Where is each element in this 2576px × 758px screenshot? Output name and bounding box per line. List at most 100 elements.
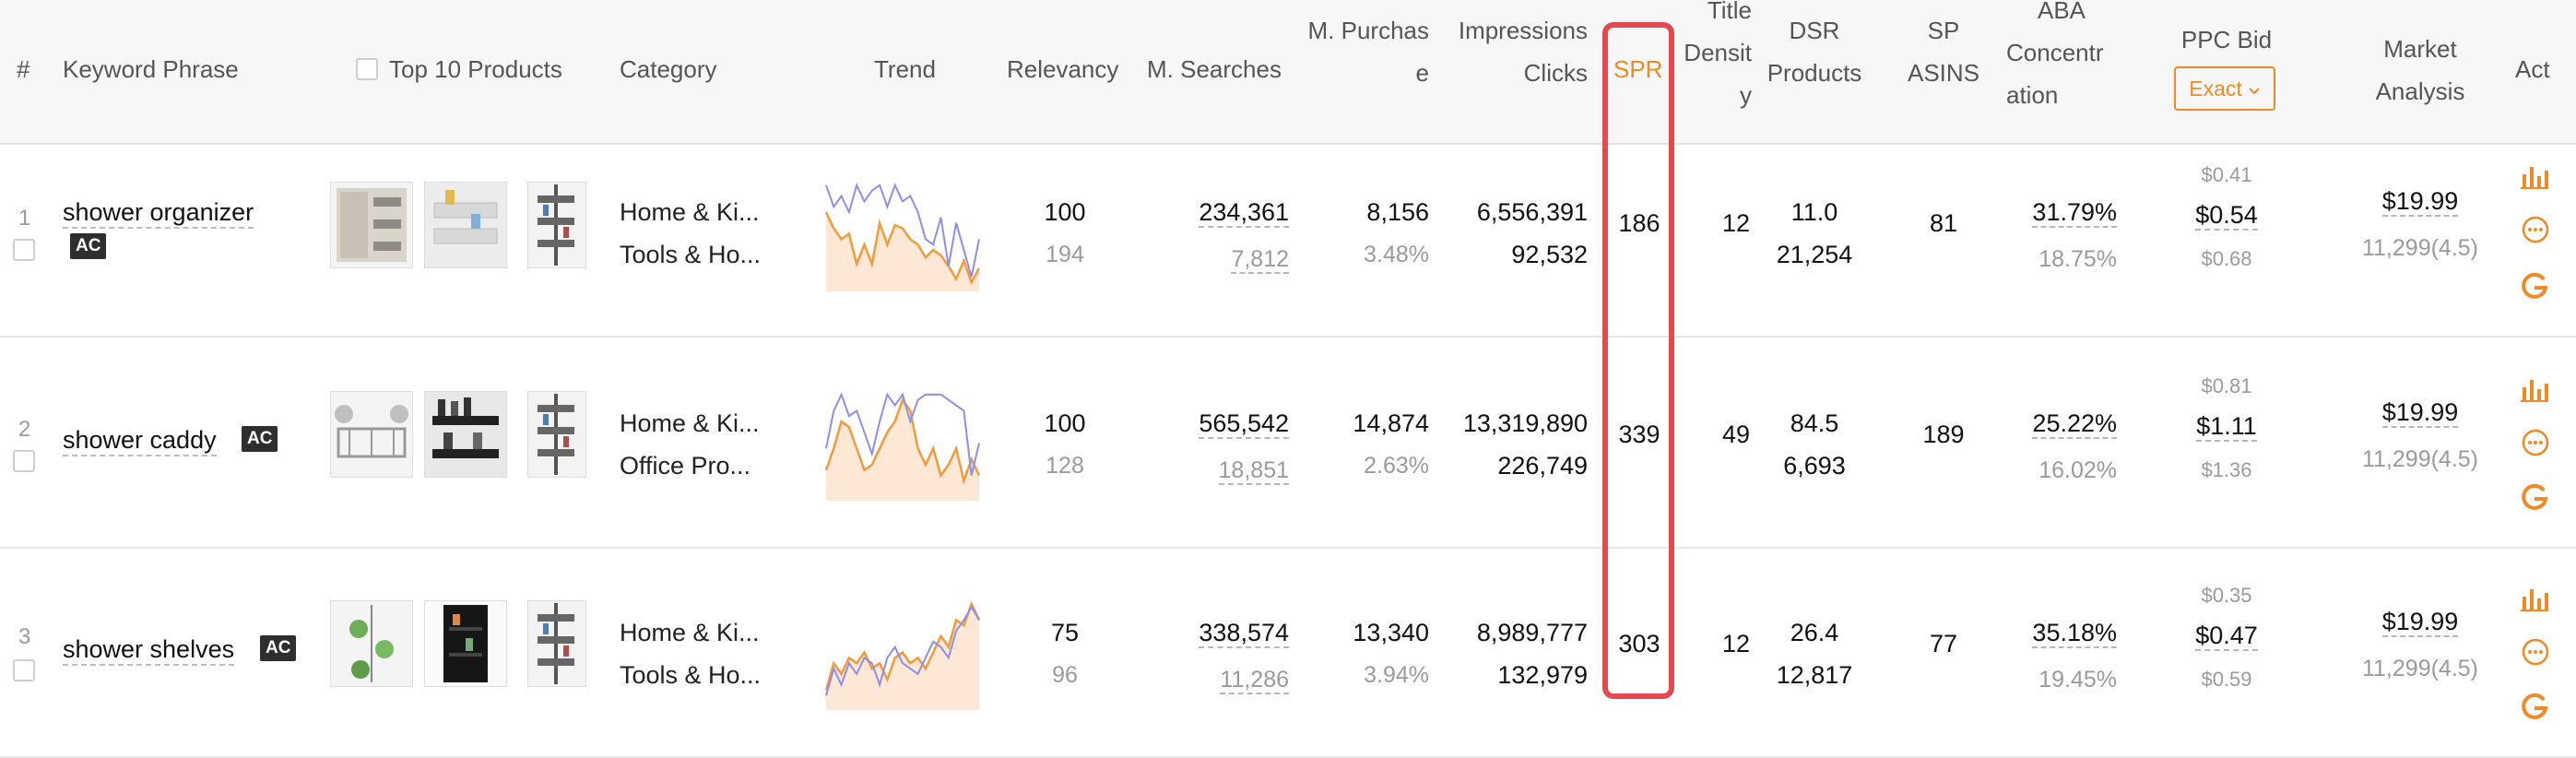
bar-chart-icon[interactable] [2521, 163, 2548, 189]
ppc-high: $0.59 [2201, 668, 2252, 691]
bar-chart-icon[interactable] [2521, 376, 2548, 402]
header-title-density-line1: Title [1707, 0, 1752, 24]
sp-asins-value: 81 [1929, 209, 1958, 237]
header-aba-line1: ABA [2038, 0, 2086, 24]
market-price[interactable]: $19.99 [2381, 398, 2459, 428]
product-thumbnail[interactable] [424, 391, 507, 478]
product-thumbnail[interactable] [330, 391, 413, 478]
aba-sub-value: 19.45% [2038, 667, 2117, 693]
monthly-searches[interactable]: 338,574 [1199, 619, 1289, 648]
market-reviews: 11,299(4.5) [2361, 446, 2478, 472]
trend-area [826, 603, 979, 710]
searches-sub: 18,851 [1218, 457, 1289, 485]
category-primary: Home & Ki... [620, 409, 760, 437]
spr-column-highlight [1602, 22, 1674, 699]
purchase-rate: 2.63% [1364, 453, 1429, 479]
header-asins: ASINS [1907, 59, 1980, 87]
header-top10-products[interactable]: Top 10 Products [356, 48, 562, 90]
header-m-purchase[interactable]: M. Purchas e [1291, 9, 1430, 94]
header-products: Products [1767, 59, 1862, 87]
relevancy-cell: 100 128 [1014, 402, 1116, 487]
relevancy-sub: 128 [1046, 453, 1084, 479]
relevancy-cell: 75 96 [1014, 611, 1116, 696]
product-thumbnail[interactable] [424, 600, 507, 687]
ppc-suggested[interactable]: $0.54 [2195, 201, 2258, 231]
google-search-icon[interactable] [2521, 483, 2548, 511]
product-thumbnail[interactable] [527, 182, 586, 268]
header-actions: Act [2515, 55, 2550, 83]
monthly-searches[interactable]: 234,361 [1199, 198, 1289, 228]
product-thumbnail[interactable] [330, 600, 413, 687]
dsr-cell: 11.0 21,254 [1761, 191, 1868, 276]
impressions-cell: 8,989,777 132,979 [1420, 611, 1588, 696]
header-category[interactable]: Category [620, 55, 717, 83]
row-checkbox[interactable] [13, 450, 35, 477]
keyword-link[interactable]: shower caddy [63, 426, 217, 456]
trend-line-orange [824, 211, 981, 286]
products-value: 12,817 [1776, 661, 1853, 689]
header-aba-line3: ation [2006, 81, 2059, 109]
clicks-value: 132,979 [1497, 661, 1588, 689]
dsr-cell: 26.4 12,817 [1761, 611, 1868, 696]
header-aba-line2: Concentr [2006, 39, 2104, 66]
market-reviews: 11,299(4.5) [2361, 656, 2478, 681]
header-sp-asins[interactable]: SP ASINS [1899, 9, 1988, 94]
header-dsr-products[interactable]: DSR Products [1761, 9, 1868, 94]
searches-cell: 338,574 11,286 [1152, 611, 1289, 705]
header-market-line2: Analysis [2375, 77, 2465, 105]
product-thumbnail[interactable] [424, 182, 507, 268]
top10-checkbox[interactable] [356, 58, 378, 80]
ppc-suggested[interactable]: $1.11 [2196, 412, 2257, 442]
more-options-icon[interactable] [2521, 215, 2550, 244]
trend-sparkline[interactable] [824, 385, 981, 501]
more-options-icon[interactable] [2521, 428, 2550, 457]
more-options-icon[interactable] [2521, 637, 2550, 667]
trend-sparkline[interactable] [824, 595, 981, 710]
header-title-density[interactable]: Title Densit y [1678, 0, 1752, 116]
aba-top-value[interactable]: 35.18% [2032, 619, 2117, 648]
row-checkbox[interactable] [13, 239, 35, 266]
product-thumbnail[interactable] [527, 391, 586, 478]
trend-line-purple [825, 183, 980, 278]
market-price[interactable]: $19.99 [2381, 608, 2459, 637]
monthly-searches[interactable]: 565,542 [1199, 409, 1289, 439]
clicks-value: 226,749 [1497, 452, 1588, 480]
header-impressions-clicks[interactable]: Impressions Clicks [1420, 9, 1588, 94]
trend-sparkline[interactable] [824, 176, 981, 291]
header-keyword-phrase[interactable]: Keyword Phrase [63, 55, 239, 83]
ac-badge: AC [260, 635, 297, 661]
chevron-down-icon [2248, 77, 2261, 101]
market-price[interactable]: $19.99 [2381, 187, 2459, 217]
sp-asins-value: 77 [1929, 630, 1958, 657]
ppc-bid-cell: $0.41 $0.54 $0.68 [2157, 161, 2296, 273]
aba-top-value[interactable]: 31.79% [2032, 198, 2117, 228]
header-relevancy[interactable]: Relevancy [1007, 55, 1119, 83]
bar-chart-icon[interactable] [2521, 586, 2548, 611]
header-aba-concentration[interactable]: ABA Concentr ation [2006, 0, 2117, 116]
category-secondary: Tools & Ho... [620, 661, 762, 689]
aba-cell: 35.18% 19.45% [2006, 611, 2117, 701]
google-search-icon[interactable] [2521, 693, 2548, 720]
product-thumbnail[interactable] [330, 182, 413, 268]
title-density-value: 12 [1721, 630, 1750, 657]
sp-asins-value: 189 [1922, 420, 1965, 448]
relevancy-value: 75 [1050, 619, 1080, 646]
product-thumbnail[interactable] [527, 600, 586, 687]
category-cell: Home & Ki... Office Pro... [620, 402, 760, 487]
header-m-searches[interactable]: M. Searches [1147, 55, 1282, 83]
header-spr[interactable]: SPR [1613, 55, 1663, 83]
ppc-low: $0.81 [2201, 374, 2252, 397]
header-impressions: Impressions [1458, 17, 1588, 44]
ppc-suggested[interactable]: $0.47 [2195, 622, 2258, 651]
header-market-analysis[interactable]: Market Analysis [2342, 28, 2499, 113]
row-checkbox[interactable] [13, 659, 35, 686]
header-clicks: Clicks [1523, 59, 1588, 87]
keyword-link[interactable]: shower shelves [63, 635, 235, 666]
google-search-icon[interactable] [2521, 272, 2548, 300]
ppc-match-select[interactable]: Exact [2174, 66, 2275, 111]
table-row: 2 shower caddy AC Home & Ki... Office Pr… [0, 338, 2576, 549]
aba-top-value[interactable]: 25.22% [2032, 409, 2117, 439]
purchase-rate: 3.48% [1364, 242, 1429, 267]
keyword-link[interactable]: shower organizer [63, 198, 254, 229]
header-trend[interactable]: Trend [874, 55, 936, 83]
